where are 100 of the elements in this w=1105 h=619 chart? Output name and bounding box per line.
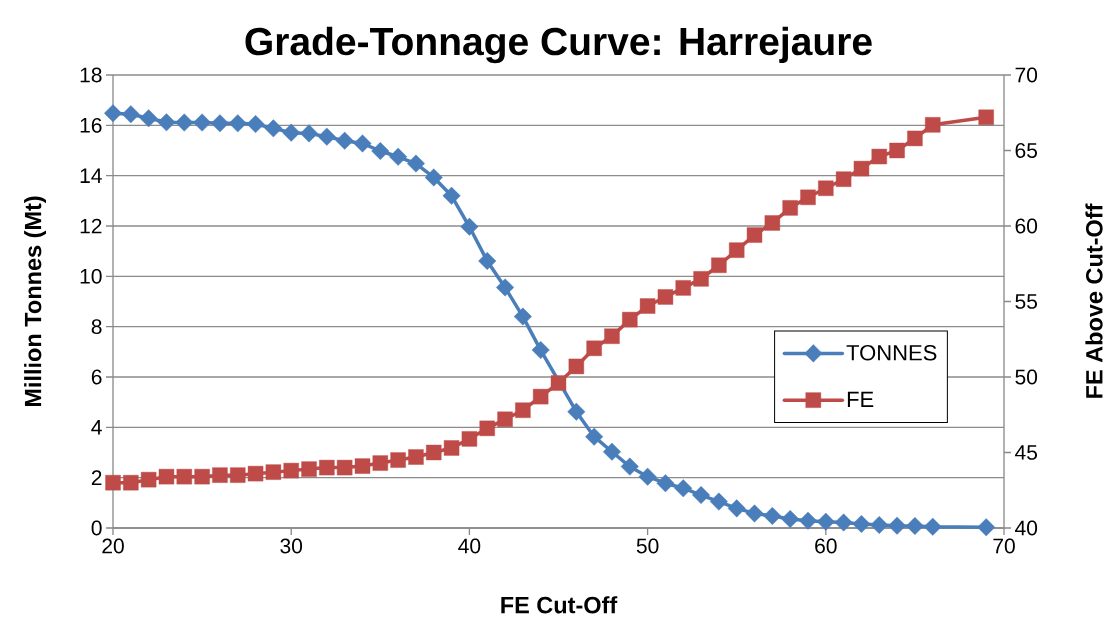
point <box>532 388 549 405</box>
point <box>140 471 157 488</box>
y2-tick-label: 40 <box>1015 520 1038 536</box>
point <box>781 509 800 528</box>
point <box>923 517 942 536</box>
y2-axis-title: FE Above Cut-Off <box>1085 203 1103 398</box>
point <box>406 154 425 173</box>
point <box>426 444 442 461</box>
point <box>408 449 424 465</box>
point <box>639 298 656 314</box>
point <box>816 512 835 531</box>
point <box>283 462 299 479</box>
point <box>390 452 406 468</box>
x-tick-label: 40 <box>458 538 481 554</box>
point <box>638 467 657 486</box>
x-tick-label: 30 <box>280 538 303 554</box>
x-tick-label: 70 <box>993 538 1015 554</box>
point <box>513 307 532 326</box>
point <box>265 464 282 480</box>
point <box>230 467 246 483</box>
point <box>709 492 728 511</box>
point <box>443 440 460 456</box>
point <box>978 109 994 125</box>
point <box>317 127 336 146</box>
point <box>853 160 870 177</box>
y2-tick-label: 60 <box>1015 218 1038 234</box>
y2-tick-label: 65 <box>1015 143 1038 158</box>
point <box>442 186 461 205</box>
point <box>497 411 513 427</box>
point <box>139 109 158 128</box>
point <box>461 431 478 447</box>
point <box>852 515 871 533</box>
point <box>889 142 905 159</box>
point <box>604 328 620 344</box>
point <box>835 171 852 187</box>
point <box>905 517 924 535</box>
y-tick-label: 0 <box>91 520 102 536</box>
point <box>176 468 192 485</box>
y-tick-label: 16 <box>80 117 102 133</box>
point <box>925 117 941 133</box>
point <box>479 420 495 437</box>
point <box>123 475 139 491</box>
point <box>371 142 390 160</box>
point <box>871 148 887 165</box>
point <box>247 465 264 482</box>
point <box>319 459 335 476</box>
point <box>799 511 817 530</box>
point <box>264 119 283 138</box>
point <box>711 257 727 273</box>
point <box>104 104 122 123</box>
point <box>656 474 675 493</box>
point <box>782 200 798 216</box>
point <box>568 358 585 375</box>
point <box>424 168 443 187</box>
point <box>157 113 176 132</box>
point <box>282 123 301 142</box>
point <box>818 180 834 196</box>
y-tick-label: 4 <box>91 420 102 435</box>
y2-tick-label: 70 <box>1015 67 1038 83</box>
point <box>301 461 317 477</box>
point <box>603 442 621 461</box>
point <box>212 467 228 483</box>
point <box>335 131 354 150</box>
point <box>620 457 639 476</box>
point <box>800 189 816 206</box>
point <box>478 252 497 270</box>
point <box>585 427 604 446</box>
point <box>300 124 318 143</box>
y-axis-title: Million Tonnes (Mt) <box>24 196 46 407</box>
point <box>692 486 711 504</box>
x-tick-label: 60 <box>815 538 837 554</box>
point <box>622 311 638 328</box>
point <box>550 375 567 391</box>
point <box>121 105 140 124</box>
point <box>194 468 210 485</box>
point <box>693 271 709 287</box>
point <box>531 341 550 360</box>
point <box>977 518 996 537</box>
point <box>175 113 194 132</box>
chart-title: Grade-Tonnage Curve: Harrejaure <box>245 26 872 64</box>
y-tick-label: 12 <box>80 218 102 234</box>
y2-tick-label: 45 <box>1015 445 1038 460</box>
point <box>228 114 247 133</box>
point <box>389 147 408 166</box>
point <box>888 516 907 535</box>
point <box>729 242 745 258</box>
point <box>586 340 602 357</box>
point <box>907 130 923 147</box>
point <box>674 479 693 498</box>
point <box>372 455 389 471</box>
point <box>567 402 586 421</box>
point <box>354 458 371 474</box>
y-tick-label: 2 <box>91 470 102 485</box>
point <box>515 402 531 418</box>
x-axis-title: FE Cut-Off <box>501 596 618 614</box>
y-tick-label: 18 <box>80 67 102 83</box>
point <box>727 499 746 518</box>
point <box>763 506 782 525</box>
point <box>834 513 853 532</box>
x-tick-label: 50 <box>636 538 659 554</box>
